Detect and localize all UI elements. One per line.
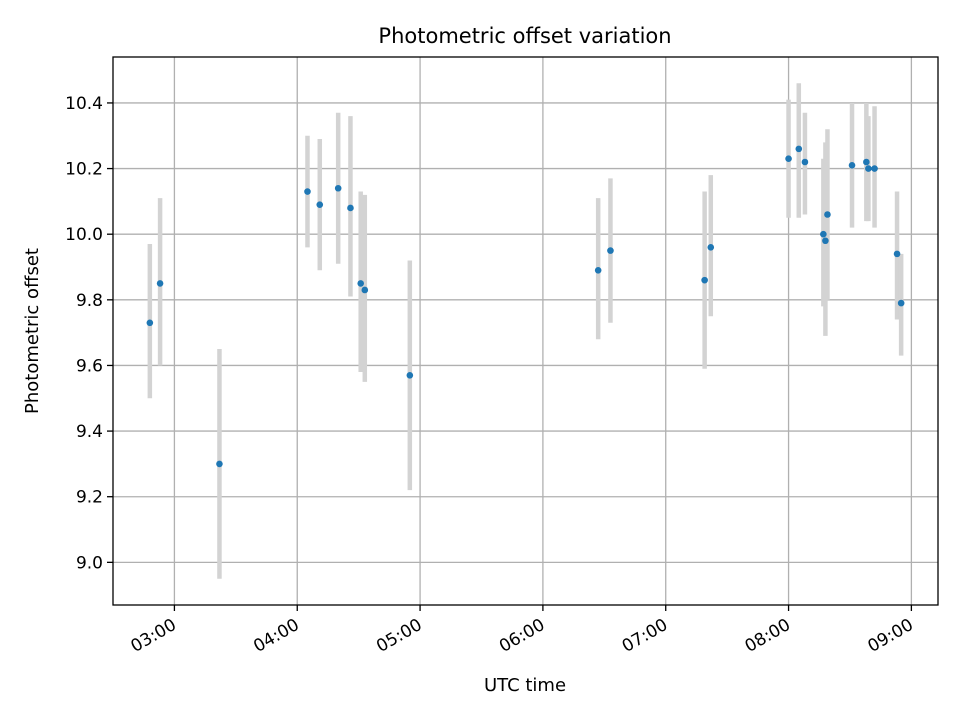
data-point: [361, 286, 369, 294]
data-point: [801, 158, 809, 166]
y-tick-label: 9.6: [76, 356, 103, 376]
data-point: [863, 158, 870, 166]
x-axis-label: UTC time: [484, 675, 566, 696]
data-point: [594, 266, 602, 274]
x-tick-label: 05:00: [373, 615, 425, 657]
data-point: [146, 319, 154, 327]
x-tick-label: 03:00: [127, 615, 179, 657]
data-point: [216, 460, 223, 468]
y-axis-label: Photometric offset: [22, 248, 43, 414]
data-point: [156, 280, 164, 287]
data-point: [304, 188, 311, 195]
data-point: [848, 161, 856, 169]
y-tick-label: 10.0: [65, 225, 103, 245]
data-point: [406, 371, 414, 379]
data-point: [822, 237, 829, 245]
data-point: [316, 201, 324, 208]
y-tick-label: 9.0: [76, 553, 103, 573]
data-point: [871, 165, 878, 172]
x-tick-label: 09:00: [864, 615, 916, 657]
data-point: [795, 145, 803, 153]
data-point: [785, 155, 792, 163]
grid: [113, 57, 938, 605]
x-tick-label: 04:00: [250, 615, 302, 657]
data-point: [865, 165, 872, 172]
data-point: [897, 299, 905, 307]
x-tick-label: 07:00: [619, 615, 671, 657]
data-point: [607, 247, 614, 254]
data-point: [707, 244, 715, 251]
x-tick-label: 06:00: [496, 615, 548, 657]
y-tick-label: 10.4: [65, 94, 103, 114]
y-tick-label: 9.8: [76, 291, 103, 311]
y-tick-label: 10.2: [65, 160, 103, 180]
data-point: [824, 211, 831, 218]
data-points: [146, 145, 905, 468]
data-point: [820, 230, 827, 238]
data-point: [334, 184, 342, 192]
y-tick-label: 9.2: [76, 488, 103, 508]
data-point: [893, 250, 901, 258]
y-tick-label: 9.4: [76, 422, 103, 442]
x-tick-label: 08:00: [742, 615, 794, 657]
chart-title: Photometric offset variation: [378, 24, 671, 48]
data-point: [347, 204, 354, 212]
plot-frame: [112, 56, 939, 606]
data-point: [701, 276, 708, 284]
data-point: [357, 280, 365, 287]
